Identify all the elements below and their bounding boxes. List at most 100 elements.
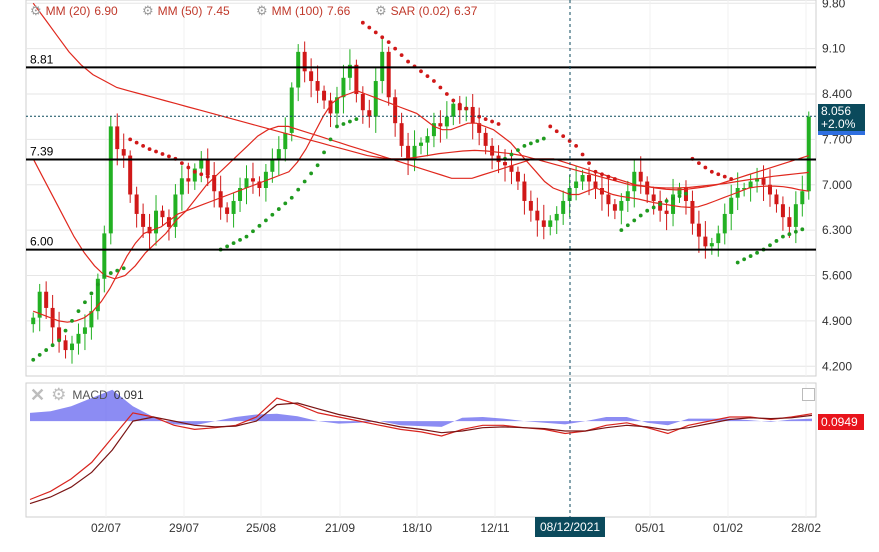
macd-value: 0.091 bbox=[113, 388, 144, 402]
candle-body bbox=[141, 213, 146, 227]
sar-dot bbox=[31, 357, 36, 362]
candle-body bbox=[373, 81, 378, 117]
sar-dot bbox=[781, 234, 785, 239]
sar-dot bbox=[63, 328, 68, 333]
sar-dot bbox=[328, 137, 333, 142]
candle-body bbox=[334, 97, 339, 114]
x-tick-label: 25/08 bbox=[246, 521, 276, 535]
candle-body bbox=[612, 204, 617, 211]
crosshair-date-tag: 08/12/2021 bbox=[535, 517, 606, 537]
candle-body bbox=[289, 87, 294, 133]
sar-dot bbox=[438, 85, 443, 90]
sar-dot bbox=[128, 137, 133, 142]
candle-body bbox=[154, 210, 159, 234]
sar-dot bbox=[244, 234, 249, 239]
sar-dot bbox=[638, 213, 643, 218]
x-tick-label: 01/02 bbox=[713, 521, 743, 535]
sar-dot bbox=[528, 141, 533, 146]
sar-dot bbox=[102, 273, 107, 278]
sar-dot bbox=[160, 152, 165, 156]
legend-ma100[interactable]: ⚙ MM (100) 7.66 bbox=[256, 4, 350, 18]
sar-dot bbox=[199, 172, 204, 177]
candle-body bbox=[671, 194, 676, 214]
candle-body bbox=[283, 132, 288, 150]
level-label: 8.81 bbox=[30, 52, 54, 66]
gear-icon[interactable]: ⚙ bbox=[30, 3, 42, 18]
gear-icon[interactable]: ⚙ bbox=[375, 3, 387, 18]
candle-body bbox=[134, 194, 139, 214]
candle-body bbox=[186, 178, 191, 182]
sar-dot bbox=[593, 169, 598, 174]
sar-dot bbox=[742, 257, 747, 262]
level-label: 6.00 bbox=[30, 235, 54, 249]
y-tick-label: 8.400 bbox=[822, 87, 852, 101]
sar-dot bbox=[83, 300, 87, 305]
candle-body bbox=[451, 103, 456, 117]
sar-dot bbox=[658, 202, 663, 207]
sar-dot bbox=[57, 338, 61, 343]
candle-body bbox=[444, 116, 449, 127]
sar-dot bbox=[134, 140, 139, 145]
candle-body bbox=[160, 210, 165, 218]
x-tick-label: 18/10 bbox=[402, 521, 432, 535]
sar-dot bbox=[121, 266, 126, 271]
gear-icon[interactable]: ⚙ bbox=[142, 3, 154, 18]
sar-dot bbox=[257, 223, 262, 228]
sar-dot bbox=[483, 117, 488, 122]
candle-body bbox=[296, 51, 301, 88]
price-panel-frame bbox=[25, 0, 817, 377]
sar-dot bbox=[76, 309, 81, 314]
ma100-value: 7.66 bbox=[327, 4, 351, 18]
legend-sar[interactable]: ⚙ SAR (0.02) 6.37 bbox=[375, 4, 477, 18]
sar-dot bbox=[651, 205, 656, 210]
candle-body bbox=[580, 175, 585, 182]
close-icon[interactable]: ✕ bbox=[30, 385, 46, 405]
candle-body bbox=[638, 171, 643, 182]
sar-dot bbox=[729, 177, 734, 181]
candle-body bbox=[619, 200, 624, 211]
candle-body bbox=[341, 77, 346, 98]
sar-dot bbox=[225, 244, 230, 249]
sar-dot bbox=[419, 69, 423, 74]
candle-body bbox=[774, 194, 779, 205]
sar-dot bbox=[289, 195, 294, 200]
candle-body bbox=[593, 181, 598, 188]
gear-icon[interactable]: ⚙ bbox=[256, 3, 268, 18]
legend-ma20[interactable]: ⚙ MM (20) 6.90 bbox=[30, 4, 118, 18]
candle-body bbox=[438, 123, 443, 127]
sar-dot bbox=[703, 165, 708, 170]
sar-dot bbox=[425, 74, 430, 79]
sar-dot bbox=[432, 79, 436, 83]
sar-dot bbox=[457, 102, 462, 107]
candle-body bbox=[470, 106, 475, 124]
x-tick-label: 05/01 bbox=[635, 521, 665, 535]
candle-body bbox=[664, 210, 669, 214]
sar-dot bbox=[335, 124, 339, 129]
sar-dot bbox=[386, 40, 391, 45]
sar-dot bbox=[348, 119, 352, 124]
sar-dot bbox=[108, 271, 113, 275]
macd-legend: ✕ ⚙ MACD 0.091 bbox=[30, 385, 144, 405]
ma20-line bbox=[32, 90, 809, 323]
maximize-icon[interactable] bbox=[802, 388, 815, 401]
gear-icon[interactable]: ⚙ bbox=[51, 385, 67, 404]
sar-dot bbox=[774, 239, 779, 243]
candle-body bbox=[244, 178, 249, 188]
sar-dot bbox=[600, 172, 604, 177]
candle-body bbox=[748, 181, 753, 188]
candle-body bbox=[225, 207, 230, 214]
legend-ma50[interactable]: ⚙ MM (50) 7.45 bbox=[142, 4, 230, 18]
candle-body bbox=[800, 191, 805, 205]
candle-body bbox=[205, 158, 210, 176]
sar-dot bbox=[748, 254, 753, 258]
sar-dot bbox=[632, 218, 637, 223]
ma50-line bbox=[32, 125, 809, 280]
candle-body bbox=[645, 181, 650, 195]
candle-body bbox=[76, 333, 81, 344]
sar-dot bbox=[554, 129, 559, 134]
candle-body bbox=[806, 116, 811, 192]
sar-dot bbox=[186, 165, 191, 170]
sar-dot bbox=[89, 291, 94, 296]
